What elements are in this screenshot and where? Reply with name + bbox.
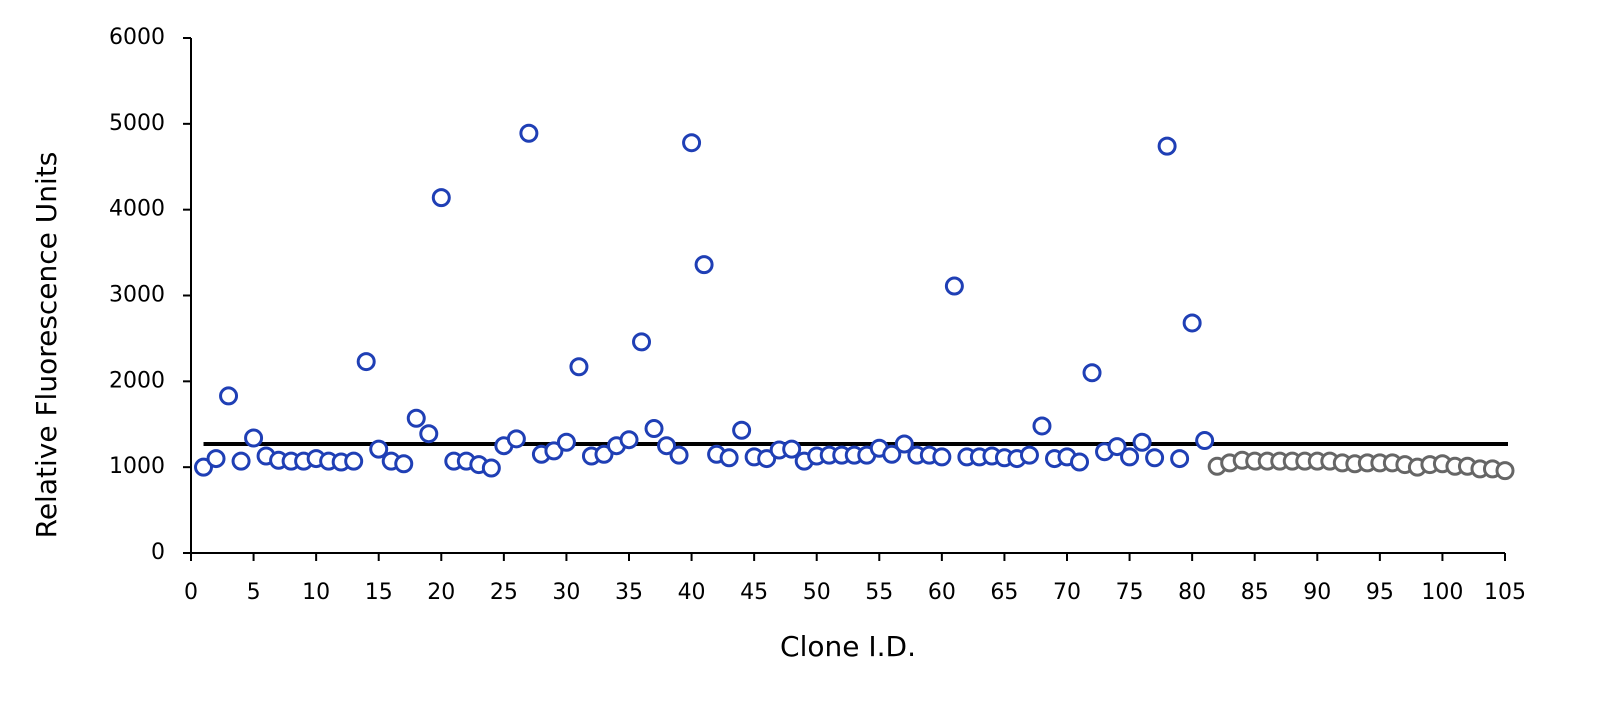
data-point <box>431 188 451 208</box>
data-point <box>894 434 914 454</box>
x-tick-label: 25 <box>490 580 518 605</box>
data-point <box>619 430 639 450</box>
data-point <box>1070 452 1090 472</box>
data-point <box>944 276 964 296</box>
y-tick-label: 1000 <box>109 454 165 479</box>
data-point <box>1120 447 1140 467</box>
data-point <box>1170 449 1190 469</box>
data-point <box>1145 448 1165 468</box>
x-tick-label: 90 <box>1303 580 1331 605</box>
data-point <box>1157 136 1177 156</box>
x-tick-label: 45 <box>740 580 768 605</box>
data-point <box>1107 437 1127 457</box>
data-point <box>206 449 226 469</box>
data-point <box>419 424 439 444</box>
data-point <box>194 457 214 477</box>
y-axis-title: Relative Fluorescence Units <box>30 152 63 539</box>
data-point <box>644 419 664 439</box>
data-point <box>657 436 677 456</box>
x-tick-label: 30 <box>552 580 580 605</box>
data-point <box>519 123 539 143</box>
data-point <box>406 408 426 428</box>
x-tick-label: 20 <box>427 580 455 605</box>
x-tick-label: 70 <box>1053 580 1081 605</box>
x-axis-title: Clone I.D. <box>780 630 916 663</box>
x-tick-label: 50 <box>803 580 831 605</box>
x-tick-label: 40 <box>678 580 706 605</box>
data-point <box>556 432 576 452</box>
x-tick-label: 65 <box>990 580 1018 605</box>
data-point <box>506 429 526 449</box>
data-point <box>369 439 389 459</box>
data-point <box>732 420 752 440</box>
data-point <box>682 133 702 153</box>
x-tick-label: 80 <box>1178 580 1206 605</box>
data-point <box>632 332 652 352</box>
data-point <box>1132 432 1152 452</box>
data-point <box>231 451 251 471</box>
data-point <box>1019 445 1039 465</box>
data-point <box>1195 431 1215 451</box>
y-tick-label: 4000 <box>109 197 165 222</box>
data-point <box>882 444 902 464</box>
data-point <box>1032 416 1052 436</box>
data-point <box>932 447 952 467</box>
data-point <box>782 439 802 459</box>
data-point <box>544 441 564 461</box>
data-point <box>394 454 414 474</box>
data-point <box>694 255 714 275</box>
data-point <box>1182 313 1202 333</box>
x-tick-label: 95 <box>1366 580 1394 605</box>
y-tick-label: 0 <box>151 540 165 565</box>
x-tick-label: 105 <box>1484 580 1526 605</box>
data-point <box>219 386 239 406</box>
data-point <box>669 445 689 465</box>
x-tick-label: 75 <box>1116 580 1144 605</box>
x-tick-label: 0 <box>184 580 198 605</box>
x-tick-label: 85 <box>1241 580 1269 605</box>
x-tick-label: 60 <box>928 580 956 605</box>
data-point <box>481 458 501 478</box>
data-point <box>757 449 777 469</box>
x-tick-label: 10 <box>302 580 330 605</box>
data-point <box>594 444 614 464</box>
x-tick-label: 55 <box>865 580 893 605</box>
data-point <box>1495 461 1515 481</box>
y-tick-label: 6000 <box>109 25 165 50</box>
y-tick-label: 5000 <box>109 111 165 136</box>
data-point <box>344 451 364 471</box>
data-point <box>719 448 739 468</box>
x-tick-label: 5 <box>247 580 261 605</box>
y-tick-label: 3000 <box>109 283 165 308</box>
x-tick-label: 100 <box>1421 580 1463 605</box>
data-point <box>569 357 589 377</box>
data-point <box>356 352 376 372</box>
x-tick-label: 15 <box>365 580 393 605</box>
x-tick-label: 35 <box>615 580 643 605</box>
data-point <box>244 428 264 448</box>
y-tick-label: 2000 <box>109 368 165 393</box>
data-point <box>1082 363 1102 383</box>
